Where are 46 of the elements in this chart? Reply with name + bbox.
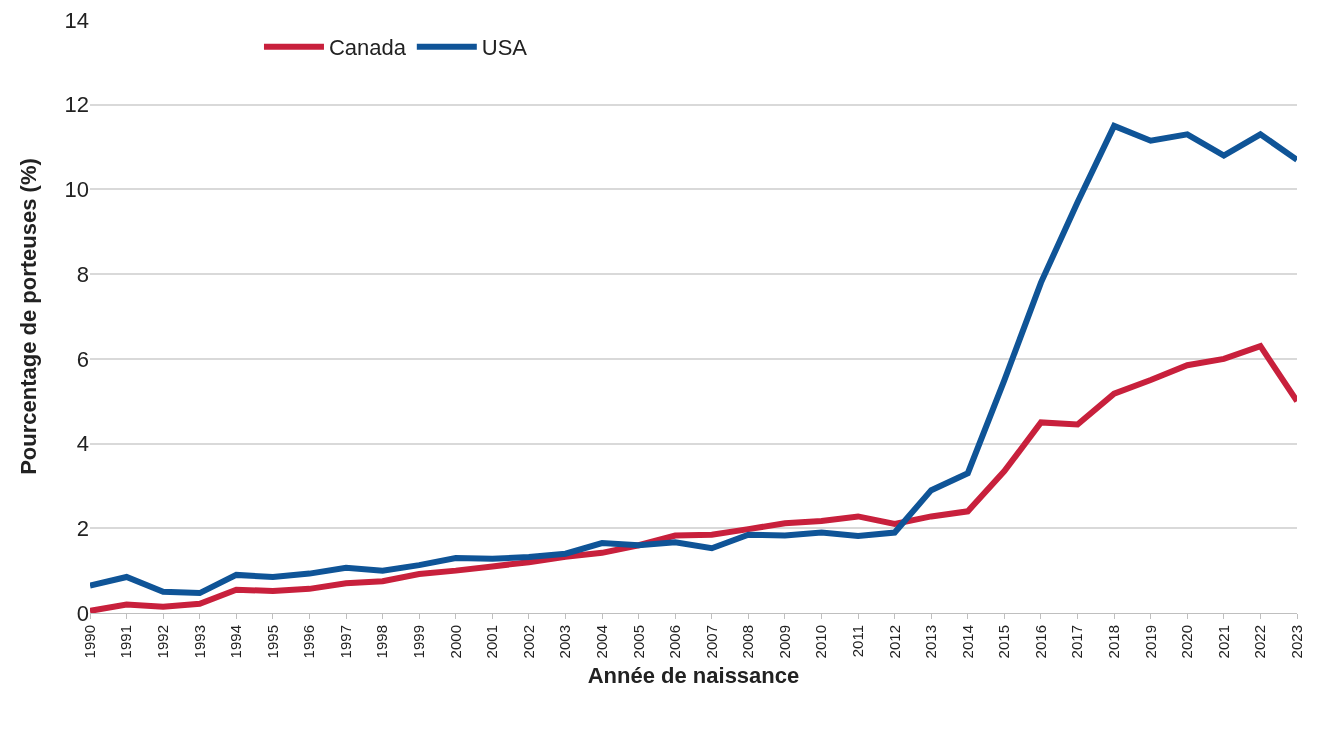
x-axis-title: Année de naissance xyxy=(587,663,800,689)
x-tick-label: 1995 xyxy=(263,625,281,659)
x-tick-label: 2009 xyxy=(775,625,793,659)
x-tick-label: 2001 xyxy=(483,625,501,659)
x-tick-label: 1994 xyxy=(227,625,245,659)
x-tick-label: 2007 xyxy=(702,625,720,659)
x-tick-label: 1993 xyxy=(190,625,208,659)
x-tick-label: 2008 xyxy=(739,625,757,659)
y-tick-label: 6 xyxy=(76,346,89,372)
x-tick-label: 2018 xyxy=(1104,625,1122,659)
y-axis-title: Pourcentage de porteuses (%) xyxy=(16,158,41,475)
x-tick-label: 2000 xyxy=(446,625,464,659)
y-tick-label: 10 xyxy=(64,177,89,203)
x-tick-label: 2022 xyxy=(1251,625,1269,659)
x-tick-label: 2023 xyxy=(1287,625,1305,659)
x-tick-label: 2010 xyxy=(812,625,830,659)
x-tick-label: 2015 xyxy=(995,625,1013,659)
y-tick-label: 12 xyxy=(64,92,89,118)
x-tick-label: 2019 xyxy=(1141,625,1159,659)
x-tick-label: 2004 xyxy=(592,625,610,659)
x-tick-label: 2006 xyxy=(666,625,684,659)
x-tick-label: 2017 xyxy=(1068,625,1086,659)
x-tick-label: 1997 xyxy=(336,625,354,659)
x-tick-label: 2021 xyxy=(1214,625,1232,659)
x-tick-label: 1992 xyxy=(154,625,172,659)
y-tick-label: 0 xyxy=(76,600,89,626)
x-tick-label: 1991 xyxy=(117,625,135,659)
x-tick-label: 1990 xyxy=(80,625,98,659)
y-tick-label: 2 xyxy=(76,515,89,541)
x-tick-label: 2012 xyxy=(885,625,903,659)
y-tick-label: 8 xyxy=(76,261,89,287)
x-tick-label: 1999 xyxy=(410,625,428,659)
y-tick-label: 4 xyxy=(76,431,89,457)
x-tick-label: 1998 xyxy=(373,625,391,659)
legend-label: Canada xyxy=(328,35,407,61)
x-tick-label: 2003 xyxy=(556,625,574,659)
legend-label: USA xyxy=(481,35,528,61)
x-tick-label: 2014 xyxy=(958,625,976,659)
x-tick-label: 1996 xyxy=(300,625,318,659)
x-tick-label: 2020 xyxy=(1178,625,1196,659)
x-tick-label: 2013 xyxy=(922,625,940,659)
x-tick-label: 2005 xyxy=(629,625,647,659)
x-tick-label: 2011 xyxy=(848,625,866,658)
x-tick-label: 2002 xyxy=(519,625,537,659)
x-tick-label: 2016 xyxy=(1031,625,1049,659)
y-tick-label: 14 xyxy=(64,7,89,33)
